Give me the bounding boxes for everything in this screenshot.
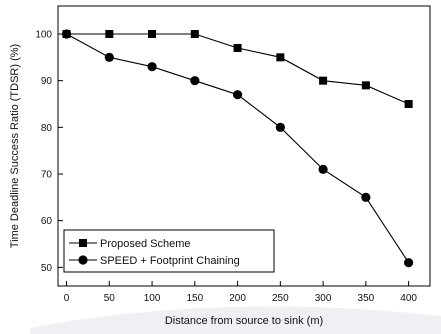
x-tick-label: 350 <box>358 293 375 304</box>
y-tick-label: 100 <box>35 30 52 41</box>
watermark-swoosh <box>30 306 441 334</box>
data-point <box>61 29 72 39</box>
series-layer <box>61 29 414 268</box>
data-point <box>404 100 413 108</box>
legend-marker <box>79 239 87 247</box>
data-point <box>105 30 114 38</box>
data-point <box>275 122 285 132</box>
data-point <box>148 30 157 38</box>
data-point <box>404 258 414 268</box>
x-tick-label: 200 <box>229 293 246 304</box>
x-tick-label: 150 <box>186 293 203 304</box>
legend-item: SPEED + Footprint Chaining <box>69 255 240 267</box>
data-point <box>319 76 328 85</box>
plot-frame <box>57 5 431 287</box>
x-axis-label: Distance from source to sink (m) <box>165 315 323 327</box>
data-point <box>190 30 199 38</box>
y-axis-label: Time Deadline Success Ratio (TDSR) (%) <box>9 44 21 248</box>
legend-label: SPEED + Footprint Chaining <box>100 255 240 267</box>
x-tick-label: 300 <box>315 293 332 304</box>
legend-marker <box>78 255 88 265</box>
series-2 <box>61 29 414 268</box>
y-tick-label: 50 <box>41 263 53 274</box>
data-point <box>318 164 328 174</box>
x-tick-label: 400 <box>400 293 417 304</box>
y-tick-label: 60 <box>41 216 53 227</box>
data-point <box>232 90 243 100</box>
x-tick-label: 0 <box>64 293 70 304</box>
y-tick-label: 90 <box>41 76 53 87</box>
data-point <box>233 44 242 52</box>
data-point <box>147 62 157 72</box>
data-point <box>104 52 114 62</box>
data-point <box>190 76 200 86</box>
legend-box <box>63 229 275 273</box>
legend-item: Proposed Scheme <box>69 238 191 250</box>
data-point <box>361 81 370 90</box>
y-tick-label: 70 <box>41 170 53 181</box>
x-tick-label: 50 <box>104 293 116 304</box>
data-point <box>361 192 371 202</box>
y-tick-label: 80 <box>41 123 53 134</box>
x-tick-label: 100 <box>144 293 161 304</box>
x-axis-ticks: 0 50 100 150 200 250 300 350 400 <box>64 281 417 304</box>
data-point <box>276 53 285 62</box>
x-tick-label: 250 <box>272 293 289 304</box>
legend: Proposed Scheme SPEED + Footprint Chainin… <box>63 229 275 273</box>
legend-label: Proposed Scheme <box>100 238 191 250</box>
y-axis-ticks: 50 60 70 80 90 100 <box>35 30 63 274</box>
